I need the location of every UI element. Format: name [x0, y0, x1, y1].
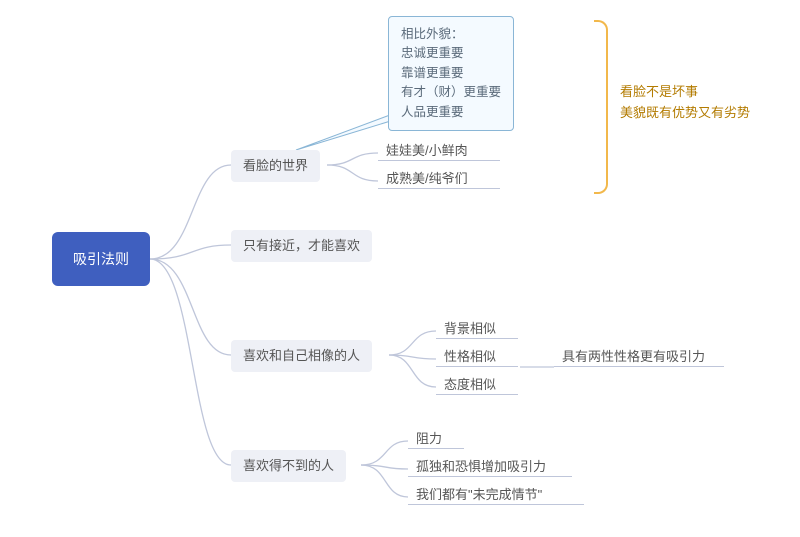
root-node[interactable]: 吸引法则: [52, 232, 150, 286]
leaf-underline: [436, 338, 518, 339]
side-note-line: 看脸不是坏事: [620, 82, 750, 103]
branch-proximity[interactable]: 只有接近，才能喜欢: [231, 230, 372, 262]
leaf-underline: [378, 160, 500, 161]
side-note-line: 美貌既有优势又有劣势: [620, 103, 750, 124]
side-note: 看脸不是坏事 美貌既有优势又有劣势: [620, 82, 750, 124]
callout-appearance-compare: 相比外貌： 忠诚更重要 靠谱更重要 有才（财）更重要 人品更重要: [388, 16, 514, 131]
leaf-underline: [408, 448, 464, 449]
branch-unattainable[interactable]: 喜欢得不到的人: [231, 450, 346, 482]
leaf-underline: [436, 394, 518, 395]
leaf-underline: [408, 476, 572, 477]
leaf-underline: [408, 504, 584, 505]
branch-similarity[interactable]: 喜欢和自己相像的人: [231, 340, 372, 372]
leaf-underline: [554, 366, 724, 367]
leaf-underline: [378, 188, 500, 189]
branch-look-world[interactable]: 看脸的世界: [231, 150, 320, 182]
side-bracket: [594, 20, 608, 194]
leaf-underline: [436, 366, 518, 367]
